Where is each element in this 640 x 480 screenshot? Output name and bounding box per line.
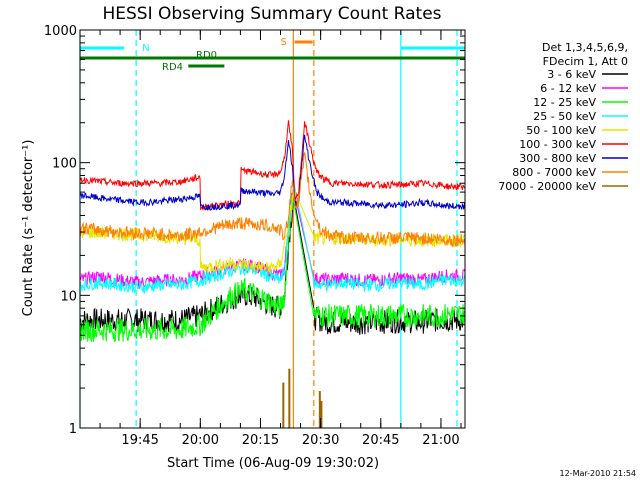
series-line-7	[79, 152, 466, 248]
legend-label-4: 50 - 100 keV	[526, 124, 596, 137]
y-tick-label-1: 10	[60, 289, 77, 304]
chart-title: HESSI Observing Summary Count Rates	[102, 4, 441, 24]
y-tick-label-2: 100	[52, 157, 77, 172]
plot-frame	[79, 29, 466, 429]
x-tick-label-5: 21:00	[422, 433, 459, 448]
legend-header-0: Det 1,3,4,5,6,9,	[542, 41, 628, 54]
series-line-4	[79, 188, 466, 275]
y-tick-label-0: 1	[69, 422, 77, 437]
y-axis-label: Count Rate (s⁻¹ detector⁻¹)	[21, 140, 36, 317]
series-line-6	[79, 134, 466, 211]
legend-label-1: 6 - 12 keV	[540, 82, 596, 95]
data-series	[79, 120, 466, 428]
state-label-0: N	[142, 43, 149, 54]
x-axis-label: Start Time (06-Aug-09 19:30:02)	[167, 456, 379, 471]
state-label-2: S	[281, 37, 287, 48]
series-line-3	[79, 181, 466, 294]
legend-label-8: 7000 - 20000 keV	[498, 180, 596, 193]
y-tick-label-3: 1000	[44, 24, 77, 39]
plot-area: N S RD0 RD4	[79, 30, 465, 428]
x-tick-label-1: 20:00	[182, 433, 219, 448]
x-tick-label-4: 20:45	[362, 433, 399, 448]
legend-label-6: 300 - 800 keV	[519, 152, 596, 165]
axes: 1 10 100 1000 19:45 20:00 20:15 20:30 20:45 21:00	[44, 24, 466, 448]
legend-label-2: 12 - 25 keV	[533, 96, 596, 109]
state-label-4: RD4	[162, 62, 183, 73]
legend-header-1: FDecim 1, Att 0	[543, 55, 628, 68]
x-tick-label-0: 19:45	[121, 433, 158, 448]
series-line-1	[79, 188, 466, 289]
legend-label-5: 100 - 300 keV	[519, 138, 596, 151]
state-label-3: RD0	[196, 50, 217, 61]
series-line-5	[79, 120, 466, 211]
legend-label-0: 3 - 6 keV	[547, 68, 596, 81]
legend-label-7: 800 - 7000 keV	[512, 166, 596, 179]
x-tick-label-2: 20:15	[242, 433, 279, 448]
x-tick-label-3: 20:30	[302, 433, 339, 448]
series-line-2	[79, 194, 466, 343]
legend: Det 1,3,4,5,6,9,FDecim 1, Att 03 - 6 keV…	[498, 41, 628, 193]
legend-label-3: 25 - 50 keV	[533, 110, 596, 123]
timestamp-stamp: 12-Mar-2010 21:54	[560, 469, 637, 478]
